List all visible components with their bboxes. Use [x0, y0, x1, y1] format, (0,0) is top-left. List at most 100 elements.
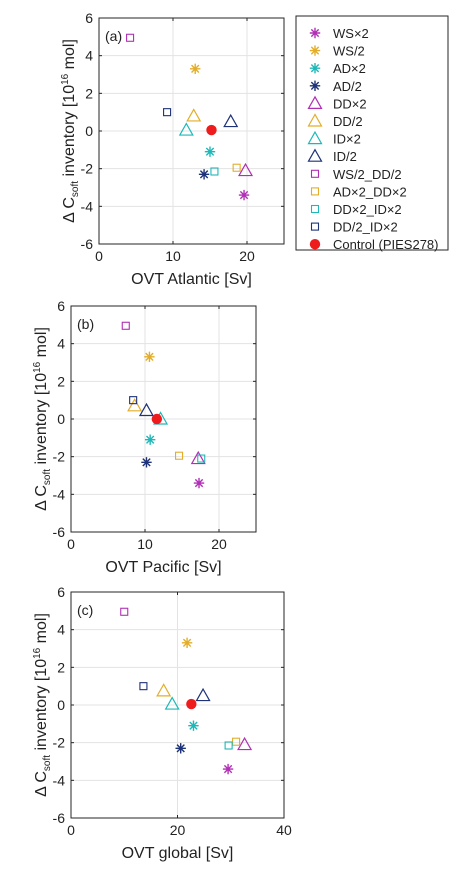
legend-marker	[307, 148, 323, 162]
point-ad-2	[198, 169, 210, 180]
legend-item-ws-2: WS/2	[309, 44, 365, 59]
legend-item-ad-2: AD×2	[309, 61, 366, 76]
y-tick-label: 4	[85, 48, 93, 64]
point-id-2	[223, 113, 239, 128]
y-tick-label: -4	[81, 198, 94, 214]
legend-label: Control (PIES278)	[333, 237, 439, 252]
legend-item-control-pies278: Control (PIES278)	[309, 237, 439, 252]
legend-label: DD×2_ID×2	[333, 202, 402, 217]
x-tick-label: 0	[67, 536, 75, 552]
panel-label: (b)	[77, 316, 94, 332]
point-id-2	[138, 402, 155, 417]
point-ws-2	[193, 477, 205, 489]
legend-marker	[307, 130, 323, 145]
x-tick-label: 0	[95, 248, 103, 264]
x-axis-label: OVT global [Sv]	[122, 845, 234, 862]
y-tick-label: 4	[57, 622, 65, 638]
y-axis-label: Δ Csoft inventory [1016 mol]	[32, 613, 53, 797]
legend-label: WS/2_DD/2	[333, 167, 402, 182]
panel-3: 0 20 40 -6 -4 -2 0 2 4 6 (c) OVT global [Sv] Δ Csoft…	[32, 584, 292, 862]
legend-label: WS/2	[333, 44, 365, 59]
y-axis-label: Δ Csoft inventory [1016 mol]	[32, 327, 53, 511]
point-ws-2	[190, 63, 201, 75]
point-ad-2	[188, 720, 199, 731]
point-ws-2	[222, 763, 234, 775]
point-dd-2	[190, 450, 206, 465]
legend-label: WS×2	[333, 26, 369, 41]
point-id-2	[164, 696, 180, 710]
x-tick-label: 10	[137, 536, 153, 552]
legend-marker	[309, 45, 321, 56]
gridlines	[99, 18, 284, 244]
legend-marker	[310, 222, 320, 231]
legend-item-dd-2-id-2: DD/2_ID×2	[310, 220, 398, 235]
legend-label: AD×2	[333, 61, 366, 76]
y-tick-label: 6	[57, 298, 65, 314]
legend-item-dd-2: DD×2	[307, 95, 367, 111]
y-tick-label: -2	[53, 449, 66, 465]
point-dd-2	[237, 162, 254, 177]
y-tick-label: 4	[57, 336, 65, 352]
legend-label: ID/2	[333, 149, 357, 164]
point-id-2	[195, 687, 211, 702]
point-id-2	[178, 122, 194, 136]
legend-marker	[307, 95, 323, 110]
y-tick-label: -6	[53, 524, 66, 540]
legend-marker	[310, 169, 320, 178]
point-control-pies278	[206, 124, 217, 136]
point-dd-2	[237, 736, 253, 751]
legend-item-ad-2: AD/2	[309, 79, 362, 94]
point-ad-2	[204, 146, 216, 157]
y-tick-label: -2	[81, 161, 94, 177]
point-dd-2	[186, 108, 202, 122]
x-axis-label: OVT Atlantic [Sv]	[131, 271, 252, 288]
x-axis-label: OVT Pacific [Sv]	[105, 559, 221, 576]
point-ad-2-dd-2	[174, 451, 184, 460]
x-tick-label: 20	[170, 822, 186, 838]
legend-item-ad-2-dd-2: AD×2_DD×2	[310, 184, 407, 199]
y-axis-label: Δ Csoft inventory [1016 mol]	[60, 39, 81, 223]
y-tick-label: -2	[53, 735, 66, 751]
y-tick-label: -4	[53, 486, 66, 502]
point-dd-2-id-2	[139, 682, 148, 691]
point-dd-2-id-2	[163, 108, 172, 117]
gridlines	[71, 592, 284, 818]
legend-item-id-2: ID/2	[307, 148, 357, 164]
legend-label: DD/2_ID×2	[333, 220, 398, 235]
legend-marker	[307, 113, 323, 127]
y-tick-label: 2	[85, 85, 93, 101]
legend-label: AD×2_DD×2	[333, 184, 407, 199]
legend-item-ws-2: WS×2	[309, 26, 369, 41]
y-tick-label: 0	[85, 123, 93, 139]
y-tick-label: -4	[53, 772, 66, 788]
x-tick-label: 0	[67, 822, 75, 838]
point-ws-2-dd-2	[120, 607, 129, 616]
data-points	[121, 321, 206, 489]
point-ws-2	[181, 637, 193, 649]
legend-label: DD×2	[333, 96, 367, 111]
panel-1: 0 10 20 -6 -4 -2 0 2 4 6 (a) OVT Atlantic [Sv] Δ Cso…	[60, 10, 285, 288]
legend-label: DD/2	[333, 114, 363, 129]
point-dd-2	[156, 683, 172, 697]
point-dd-2-id-2	[197, 454, 206, 463]
point-dd-2-id-2	[210, 167, 219, 176]
point-ws-2-dd-2	[121, 321, 130, 330]
y-tick-label: -6	[53, 810, 66, 826]
x-tick-label: 40	[276, 822, 292, 838]
point-control-pies278	[186, 698, 197, 710]
legend-item-id-2: ID×2	[307, 130, 361, 147]
y-tick-label: 2	[57, 373, 65, 389]
legend-marker	[309, 239, 321, 250]
legend-label: AD/2	[333, 79, 362, 94]
legend-marker	[309, 27, 321, 39]
legend-label: ID×2	[333, 132, 361, 147]
data-points	[126, 33, 254, 201]
point-dd-2-id-2	[129, 396, 138, 405]
point-control-pies278	[151, 413, 163, 425]
gridlines	[71, 306, 256, 532]
y-tick-label: 6	[85, 10, 93, 26]
point-dd-2	[127, 398, 143, 412]
x-tick-label: 20	[239, 248, 255, 264]
y-tick-label: 6	[57, 584, 65, 600]
point-ws-2	[144, 351, 155, 363]
